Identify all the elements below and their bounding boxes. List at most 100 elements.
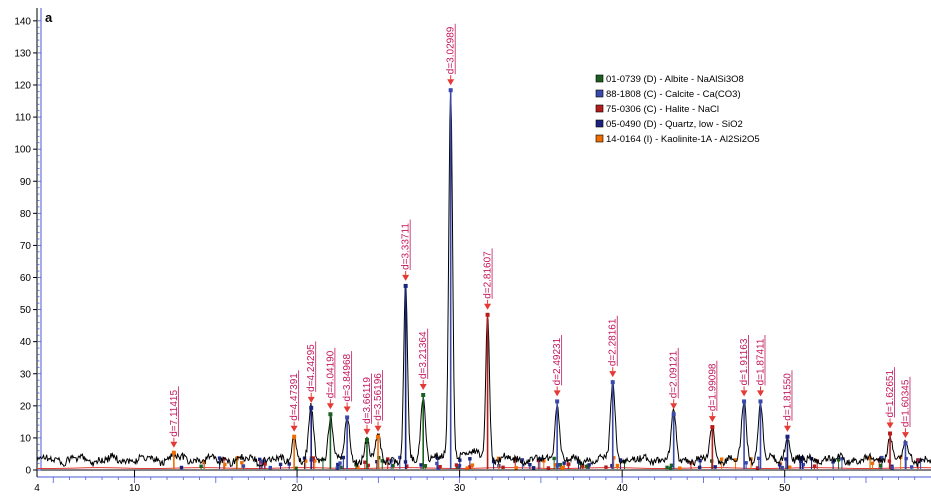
stick-square	[514, 466, 518, 470]
stick-square	[501, 465, 505, 470]
stick-square	[584, 464, 589, 469]
stick-square	[468, 465, 472, 469]
stick-square	[840, 456, 844, 461]
stick-square	[419, 463, 423, 467]
peak-label: d=3.33711	[401, 223, 412, 270]
stick-square	[313, 459, 317, 463]
legend-swatch	[595, 119, 604, 128]
y-tick-label: 130	[14, 48, 31, 59]
stick-square	[552, 456, 556, 461]
stick-square	[528, 462, 532, 467]
peak-marker	[170, 441, 178, 448]
stick-square	[258, 457, 262, 462]
peak-marker	[363, 428, 371, 435]
peak-stick-square	[710, 425, 715, 430]
peak-annotation: d=3.84968	[342, 351, 353, 470]
stick-square	[784, 457, 788, 461]
stick-square	[363, 460, 367, 464]
y-tick-label: 120	[14, 81, 31, 92]
peak-label: d=1.91163	[739, 338, 750, 385]
stick-square	[262, 459, 267, 463]
peak-annotation: d=3.66119	[362, 373, 373, 470]
stick-square	[868, 456, 872, 460]
stick-square	[561, 465, 566, 469]
peak-label: d=2.28161	[608, 318, 619, 366]
legend-swatch	[595, 134, 604, 143]
peak-marker	[307, 396, 315, 403]
legend-item: 75-0306 (C) - Halite - NaCl	[595, 104, 719, 115]
peak-stick-square	[903, 441, 908, 446]
stick-square	[713, 465, 717, 469]
y-ticks: 0 10 20 30 40 50 60 70 80 90 100 110 120 130 140	[14, 16, 41, 477]
stick-square	[294, 466, 298, 470]
stick-square	[398, 455, 402, 460]
peak-stick-square	[376, 434, 381, 439]
legend-item: 88-1808 (C) - Calcite - Ca(CO3)	[595, 89, 741, 100]
stick-square	[801, 462, 806, 467]
peak-stick-square	[671, 412, 676, 417]
x-ticks: 4 10 20 30 40 50	[34, 470, 916, 494]
y-tick-label: 40	[20, 337, 32, 348]
peak-marker	[670, 403, 678, 410]
stick-square	[612, 456, 616, 460]
x-tick-label: 40	[617, 483, 629, 494]
peak-annotation: d=1.62651	[885, 367, 896, 470]
y-tick-label: 20	[20, 401, 32, 412]
peak-marker	[447, 79, 455, 86]
stick-square	[604, 465, 608, 469]
stick-square	[799, 459, 803, 464]
peak-stick-square	[403, 283, 408, 288]
legend-swatch	[595, 104, 604, 113]
peak-marker	[708, 416, 716, 423]
stick-square	[438, 464, 442, 469]
legend-item: 14-0164 (I) - Kaolinite-1A - Al2Si2O5	[595, 134, 760, 145]
stick-square	[513, 457, 517, 461]
stick-square	[665, 465, 669, 470]
peak-annotation: d=1.99098	[707, 360, 718, 470]
stick-square	[202, 460, 207, 464]
peak-label: d=3.21364	[418, 331, 429, 379]
peak-stick-square	[610, 380, 615, 385]
panel-label: a	[45, 10, 53, 25]
peak-annotation: d=3.21364	[418, 328, 429, 470]
stick-square	[909, 465, 914, 469]
stick-square	[879, 463, 883, 468]
stick-square	[496, 456, 501, 461]
stick-square	[240, 461, 244, 465]
peak-annotation: d=1.91163	[739, 335, 750, 470]
legend-swatch	[595, 89, 604, 98]
y-tick-label: 100	[14, 145, 31, 156]
peak-annotation: d=1.81550	[782, 370, 793, 470]
y-tick-label: 90	[20, 177, 32, 188]
stick-square	[336, 462, 340, 467]
peak-marker	[901, 432, 909, 439]
peak-marker	[553, 390, 561, 397]
peak-marker	[609, 371, 617, 378]
peak-annotations: d=7.11415 d=4.47391 d=4.24295 d=4.04190 d=3.…	[169, 23, 911, 470]
peak-label: d=2.81607	[483, 251, 494, 299]
stick-square	[800, 456, 805, 460]
peak-stick-square	[742, 399, 747, 404]
stick-square	[562, 461, 566, 465]
x-tick-label: 50	[779, 483, 791, 494]
stick-square	[755, 466, 760, 470]
peak-stick-square	[345, 415, 350, 420]
peak-marker	[783, 425, 791, 432]
y-tick-label: 0	[25, 466, 31, 477]
stick-square	[697, 465, 702, 470]
peak-marker	[402, 274, 410, 281]
peak-annotation: d=4.24295	[306, 341, 317, 470]
legend-swatch	[595, 74, 604, 83]
legend-label: 05-0490 (D) - Quartz, low - SiO2	[606, 119, 743, 130]
peak-annotation: d=1.87411	[755, 335, 766, 470]
stick-square	[698, 459, 702, 463]
peak-stick-square	[421, 393, 426, 397]
peak-marker	[886, 422, 894, 429]
stick-square	[303, 459, 308, 463]
stick-square	[531, 466, 536, 470]
peak-marker	[374, 425, 382, 432]
y-tick-label: 110	[15, 113, 31, 124]
y-tick-label: 140	[14, 16, 31, 27]
stick-square	[423, 464, 428, 468]
legend-label: 88-1808 (C) - Calcite - Ca(CO3)	[606, 89, 741, 100]
